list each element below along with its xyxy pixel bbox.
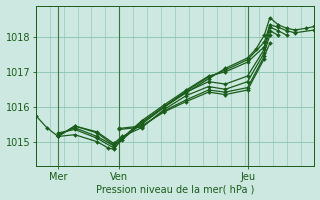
X-axis label: Pression niveau de la mer( hPa ): Pression niveau de la mer( hPa ) <box>96 184 254 194</box>
